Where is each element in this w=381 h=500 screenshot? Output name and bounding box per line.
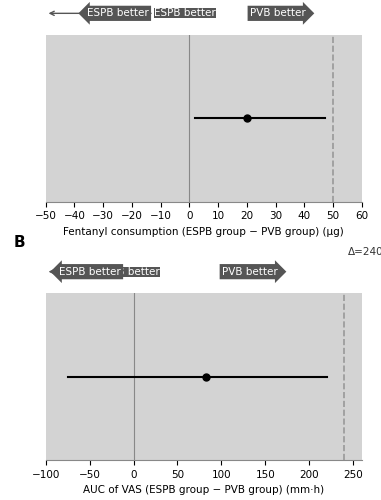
Text: PVB better: PVB better [222, 266, 278, 276]
Text: ESPB better: ESPB better [50, 8, 216, 18]
X-axis label: AUC of VAS (ESPB group − PVB group) (mm·h): AUC of VAS (ESPB group − PVB group) (mm·… [83, 486, 324, 496]
Text: ESPB better: ESPB better [59, 266, 120, 276]
X-axis label: Fentanyl consumption (ESPB group − PVB group) (μg): Fentanyl consumption (ESPB group − PVB g… [64, 227, 344, 237]
Text: ESPB better: ESPB better [87, 8, 149, 18]
Text: PVB better: PVB better [250, 8, 306, 18]
Text: B: B [14, 235, 26, 250]
Text: ESPB better: ESPB better [50, 266, 160, 276]
Text: Δ=240: Δ=240 [347, 246, 381, 256]
